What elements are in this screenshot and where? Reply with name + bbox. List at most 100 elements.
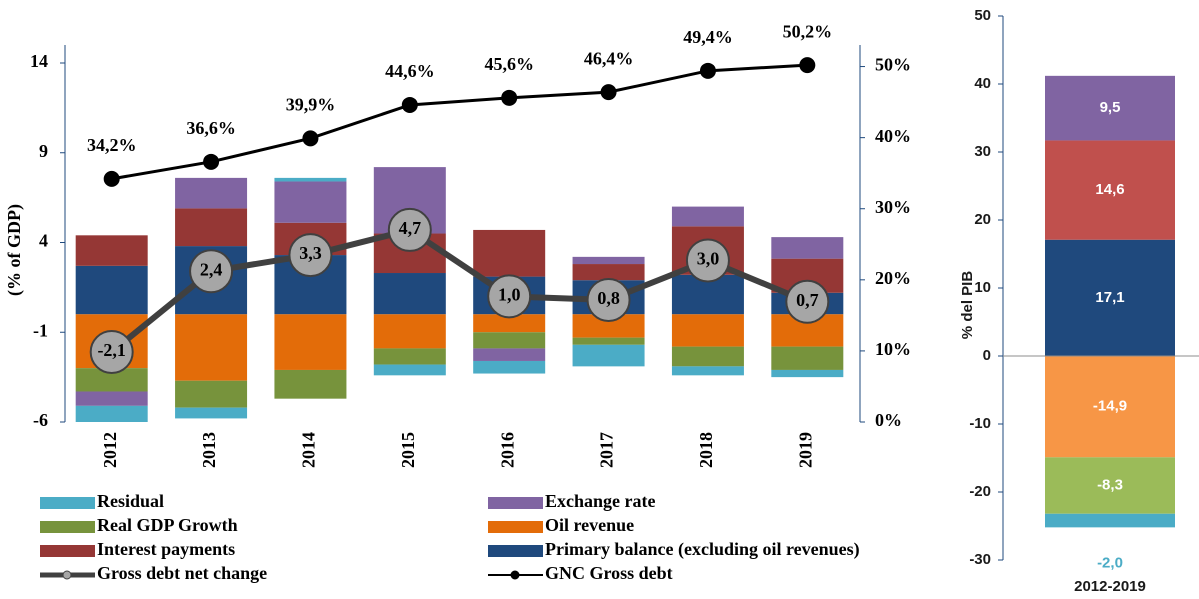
- bar-segment: [175, 314, 248, 381]
- bar-segment: [373, 348, 446, 365]
- marker: [501, 89, 518, 106]
- x-tick-label: 2013: [199, 432, 219, 468]
- x-tick-label: 2019: [795, 432, 815, 468]
- data-label: 14,6: [1095, 181, 1124, 198]
- marker: [401, 96, 418, 113]
- y-tick-label: -30: [969, 551, 991, 568]
- data-label: 17,1: [1095, 289, 1124, 306]
- bar-segment: [75, 391, 148, 406]
- y-tick-label: 10: [974, 279, 991, 296]
- bar-segment: [572, 256, 645, 265]
- y2-tick-label: 10%: [875, 339, 911, 359]
- legend-swatch: [40, 497, 95, 509]
- legend-swatch: [488, 497, 543, 509]
- bar-segment: [572, 264, 645, 281]
- legend-swatch: [488, 545, 543, 557]
- x-tick-label: 2016: [497, 432, 517, 468]
- bar-segment: [473, 314, 546, 333]
- data-label: 2,4: [200, 259, 223, 279]
- data-label: 3,3: [299, 243, 322, 263]
- data-label: 50,2%: [783, 21, 833, 41]
- y-tick-label: 30: [974, 143, 991, 160]
- y2-tick-label: 40%: [875, 126, 911, 146]
- legend-label: GNC Gross debt: [545, 563, 673, 583]
- y-tick-label: -1: [33, 320, 48, 340]
- x-tick-label: 2012: [100, 432, 120, 468]
- bar-segment: [75, 405, 148, 422]
- y-tick-label: -6: [33, 410, 48, 430]
- y-tick-label: 4: [39, 231, 48, 251]
- y2-tick-label: 0%: [875, 410, 902, 430]
- legend-marker: [510, 570, 520, 580]
- bar-segment: [671, 366, 744, 376]
- bar-segment: [1045, 75, 1175, 141]
- bar-segment: [75, 235, 148, 266]
- data-label: 34,2%: [87, 135, 137, 155]
- bar-segment: [473, 332, 546, 349]
- marker: [785, 279, 830, 324]
- legend-swatch: [40, 521, 95, 533]
- y-tick-label: 14: [30, 51, 48, 71]
- marker: [586, 277, 631, 322]
- y-tick-label: 0: [983, 347, 991, 364]
- data-label: 4,7: [399, 218, 422, 238]
- bar-segment: [1045, 513, 1175, 528]
- marker: [203, 153, 220, 170]
- marker: [288, 233, 333, 278]
- data-label: 46,4%: [584, 48, 634, 68]
- bar-segment: [175, 380, 248, 408]
- data-label: -8,3: [1097, 477, 1123, 494]
- bar-segment: [473, 348, 546, 361]
- legend-label: Primary balance (excluding oil revenues): [545, 539, 860, 560]
- x-tick-label: 2015: [398, 432, 418, 468]
- bar-segment: [175, 177, 248, 209]
- x-tick-label: 2017: [597, 432, 617, 468]
- legend-swatch: [40, 545, 95, 557]
- bar-segment: [175, 407, 248, 419]
- bar-segment: [572, 337, 645, 345]
- legend-label: Real GDP Growth: [97, 515, 238, 535]
- marker: [487, 274, 532, 319]
- bar-segment: [373, 364, 446, 376]
- marker: [387, 207, 432, 252]
- bar-segment: [771, 346, 844, 370]
- bar-segment: [572, 314, 645, 338]
- bar-segment: [274, 314, 347, 370]
- bar-segment: [274, 369, 347, 399]
- x-tick-label: 2018: [696, 432, 716, 468]
- y-axis-title: % del PIB: [959, 271, 976, 340]
- marker: [103, 170, 120, 187]
- data-label: 44,6%: [385, 61, 435, 81]
- data-label: 1,0: [498, 284, 521, 304]
- bar-segment: [175, 208, 248, 247]
- x-tick-label: 2014: [299, 432, 319, 468]
- x-tick-label: 2012-2019: [1074, 578, 1146, 595]
- line: [111, 63, 808, 181]
- legend-swatch: [488, 521, 543, 533]
- marker: [600, 84, 617, 101]
- bar-segment: [473, 360, 546, 374]
- data-label: 49,4%: [683, 27, 733, 47]
- y2-tick-label: 30%: [875, 197, 911, 217]
- legend-label: Residual: [97, 491, 164, 511]
- y-tick-label: 20: [974, 211, 991, 228]
- bar-segment: [671, 206, 744, 227]
- bar-segment: [671, 346, 744, 367]
- y2-tick-label: 20%: [875, 268, 911, 288]
- y-tick-label: -10: [969, 415, 991, 432]
- bar-segment: [1045, 239, 1175, 356]
- bar-segment: [373, 273, 446, 315]
- legend-label: Exchange rate: [545, 491, 655, 511]
- y-tick-label: 9: [39, 141, 48, 161]
- bar-segment: [572, 344, 645, 367]
- legend-label: Interest payments: [97, 539, 235, 559]
- legend-label: Oil revenue: [545, 515, 634, 535]
- data-label: 39,9%: [286, 94, 336, 114]
- marker: [685, 238, 730, 283]
- data-label: -2,1: [97, 340, 126, 360]
- legend-label: Gross debt net change: [97, 563, 267, 583]
- bar-segment: [274, 181, 347, 223]
- data-label: -14,9: [1093, 398, 1127, 415]
- y-axis-title: (% of GDP): [4, 204, 25, 296]
